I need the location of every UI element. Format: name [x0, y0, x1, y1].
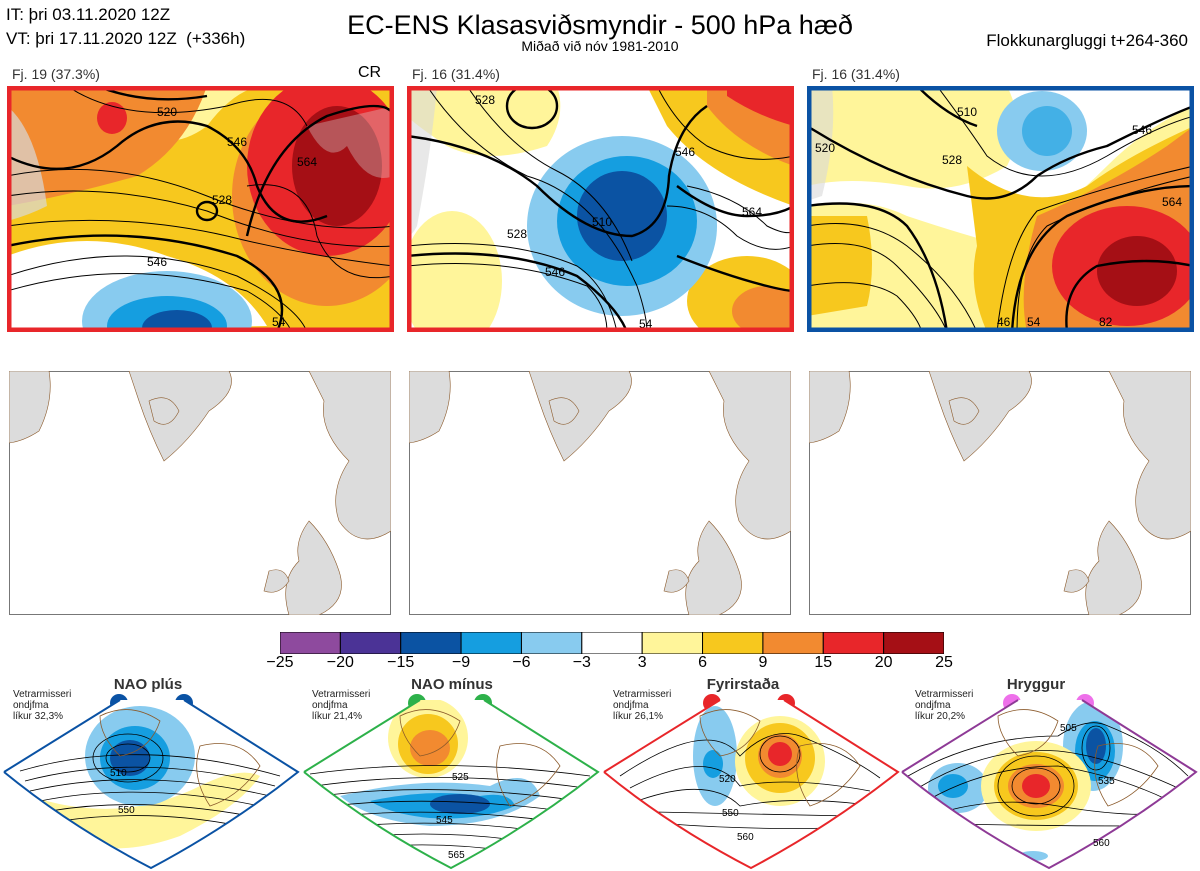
page-subtitle: Miðað við nóv 1981-2010 [521, 38, 679, 54]
base-map-2 [409, 371, 791, 615]
regime-4-map: 505 535 560 [901, 699, 1198, 870]
colorbar-tick-label: −25 [266, 654, 294, 671]
regime-3-note: Vetrarmisseri ondjfma líkur 26,1% [613, 689, 672, 722]
colorbar-swatch [280, 632, 341, 654]
regime-2-title: NAO mínus [411, 676, 493, 693]
colorbar-swatch [400, 632, 462, 654]
regime-1-map: 510 550 [3, 699, 300, 870]
regime-2-note: Vetrarmisseri ondjfma líkur 21,4% [312, 689, 371, 722]
cluster-3-label: Fj. 16 (31.4%) [812, 66, 900, 82]
contour-label: 528 [942, 153, 962, 167]
cluster-1-tag: CR [358, 64, 382, 81]
contour-label: 505 [1060, 723, 1077, 734]
contour-label: 546 [545, 265, 565, 279]
contour-label: 565 [448, 850, 465, 861]
colorbar-swatch [581, 632, 643, 654]
contour-label: 564 [297, 155, 317, 169]
contour-label: 564 [1162, 195, 1182, 209]
contour-label: 46 [997, 315, 1011, 329]
regime-4-title: Hryggur [1006, 676, 1066, 693]
colorbar-tick-label: −20 [326, 654, 354, 671]
contour-label: 520 [157, 105, 177, 119]
regime-2-outline [303, 699, 600, 870]
cluster-3-map: 510 520 528 546 564 46 54 82 [807, 86, 1194, 332]
regime-4-outline [901, 699, 1198, 870]
regime-2-map: 525 545 565 [303, 699, 600, 870]
contour-label: 550 [118, 805, 135, 816]
contour-label: 564 [742, 205, 762, 219]
colorbar [280, 632, 944, 654]
colorbar-swatch [822, 632, 885, 654]
contour-label: 546 [227, 135, 247, 149]
contour-label: 546 [1132, 123, 1152, 137]
colorbar-tick-label: −9 [451, 654, 471, 671]
colorbar-tick-label: 6 [698, 654, 707, 671]
contour-label: 510 [592, 215, 612, 229]
contour-label: 550 [722, 808, 739, 819]
colorbar-swatch [702, 632, 764, 654]
colorbar-tick-label: 9 [758, 654, 768, 671]
colorbar-swatch [883, 632, 944, 654]
regime-1-outline [3, 699, 300, 870]
contour-label: 528 [507, 227, 527, 241]
contour-label: 546 [675, 145, 695, 159]
contour-label: 54 [272, 315, 286, 329]
cluster-1-label: Fj. 19 (37.3%) [12, 66, 100, 82]
colorbar-tick-label: 3 [637, 654, 647, 671]
colorbar-tick-label: −6 [512, 654, 531, 671]
cluster-2-label: Fj. 16 (31.4%) [412, 66, 500, 82]
regime-3-map: 520 550 560 [603, 699, 900, 870]
colorbar-swatch [520, 632, 583, 654]
regime-1-title: NAO plús [113, 676, 183, 693]
contour-label: 560 [1093, 838, 1110, 849]
regime-4-note: Vetrarmisseri ondjfma líkur 20,2% [915, 689, 974, 722]
contour-label: 510 [957, 105, 977, 119]
contour-label: 54 [639, 317, 653, 331]
page-title: EC-ENS Klasasviðsmyndir - 500 hPa hæð [347, 10, 853, 40]
contour-label: 546 [147, 255, 167, 269]
base-map-1 [9, 371, 391, 615]
regime-1-note: Vetrarmisseri ondjfma líkur 32,3% [13, 689, 72, 722]
contour-label: 525 [452, 772, 469, 783]
base-map-3 [809, 371, 1191, 615]
valid-time-label: VT: þri 17.11.2020 12Z (+336h) [6, 29, 246, 48]
contour-label: 528 [212, 193, 232, 207]
colorbar-tick-label: 15 [814, 654, 833, 671]
cluster-1-border [7, 86, 394, 332]
colorbar-swatch [460, 632, 522, 654]
colorbar-tick-label: −15 [387, 654, 415, 671]
contour-label: 520 [815, 141, 835, 155]
contour-label: 560 [737, 832, 754, 843]
cluster-2-map: 528 546 510 528 546 564 54 [407, 86, 794, 332]
cluster-2-border [407, 86, 794, 332]
colorbar-tick-label: −3 [572, 654, 591, 671]
classification-window-label: Flokkunargluggi t+264-360 [986, 31, 1188, 50]
regime-3-outline [603, 699, 900, 870]
contour-label: 54 [1027, 315, 1041, 329]
colorbar-swatch [641, 632, 704, 654]
cluster-1-map: 520 528 546 564 546 54 [7, 86, 394, 332]
colorbar-swatch [762, 632, 824, 654]
contour-label: 535 [1098, 776, 1115, 787]
cluster-3-border [807, 86, 1194, 332]
colorbar-tick-label: 20 [874, 654, 893, 671]
contour-label: 82 [1099, 315, 1113, 329]
colorbar-swatch [339, 632, 402, 654]
contour-label: 520 [719, 774, 736, 785]
contour-label: 528 [475, 93, 495, 107]
contour-label: 510 [110, 768, 127, 779]
colorbar-tick-label: 25 [935, 654, 953, 671]
regime-3-title: Fyrirstaða [706, 676, 780, 693]
contour-label: 545 [436, 815, 453, 826]
initial-time-label: IT: þri 03.11.2020 12Z [6, 5, 171, 24]
